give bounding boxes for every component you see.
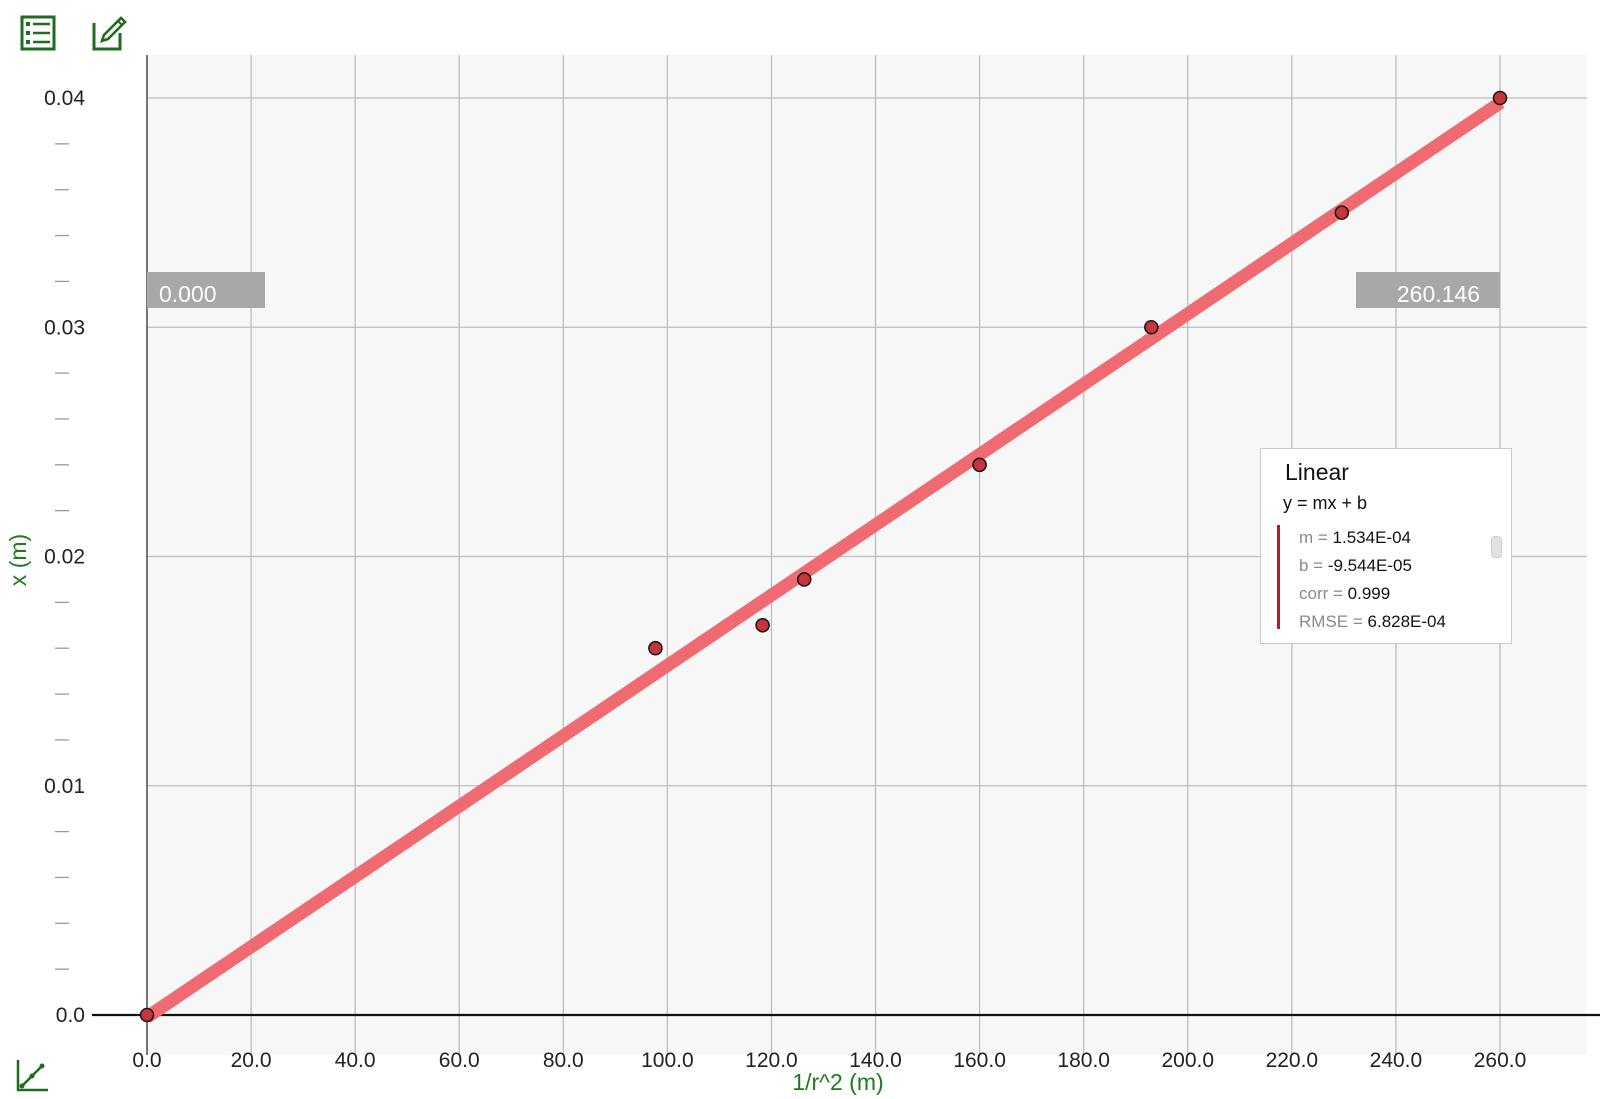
x-axis-label[interactable]: 1/r^2 (m): [792, 1069, 883, 1095]
pencil-edit-icon[interactable]: [88, 13, 128, 53]
x-tick-label: 160.0: [953, 1049, 1006, 1072]
tick-labels: 0.0 20.0 40.0 60.0 80.0 100.0 120.0 140.0 160.0 1…: [44, 87, 1526, 1072]
y-tick-label: 0.04: [44, 87, 85, 110]
x-tick-label: 100.0: [641, 1049, 694, 1072]
y-tick-label: 0.01: [44, 775, 85, 798]
fit-param-rmse: RMSE = 6.828E-04: [1299, 612, 1446, 631]
fit-legend-equation: y = mx + b: [1283, 493, 1368, 513]
axes: [55, 55, 1600, 1055]
fit-legend-color-bar: [1277, 525, 1280, 629]
x-tick-label: 240.0: [1370, 1049, 1423, 1072]
x-tick-label: 220.0: [1266, 1049, 1319, 1072]
fit-legend-box[interactable]: Linear y = mx + b m = 1.534E-04 b = -9.5…: [1260, 448, 1512, 644]
y-tick-label: 0.0: [56, 1004, 85, 1027]
y-tick-label: 0.02: [44, 546, 85, 569]
fit-legend-title: Linear: [1285, 459, 1349, 485]
y-tick-label: 0.03: [44, 316, 85, 339]
table-list-icon[interactable]: [18, 13, 58, 53]
right-cursor-readout[interactable]: 260.146: [1356, 272, 1500, 308]
x-tick-label: 200.0: [1161, 1049, 1214, 1072]
x-tick-label: 20.0: [231, 1049, 272, 1072]
data-point[interactable]: [1334, 205, 1350, 220]
fit-param-corr: corr = 0.999: [1299, 584, 1391, 603]
x-tick-label: 120.0: [745, 1049, 798, 1072]
data-point[interactable]: [648, 640, 663, 656]
data-point[interactable]: [1492, 90, 1508, 106]
data-points: [139, 90, 1508, 1023]
data-point[interactable]: [796, 572, 812, 587]
x-tick-label: 260.0: [1474, 1049, 1527, 1072]
left-cursor-readout[interactable]: 0.000: [147, 272, 265, 308]
data-point[interactable]: [972, 457, 987, 473]
data-point[interactable]: [755, 617, 770, 633]
x-tick-label: 40.0: [335, 1049, 376, 1072]
data-point[interactable]: [1144, 319, 1159, 335]
fit-param-m: m = 1.534E-04: [1299, 528, 1411, 547]
legend-scrollbar[interactable]: [1491, 536, 1502, 558]
fit-line-group: [143, 96, 1505, 1023]
x-tick-label: 60.0: [439, 1049, 480, 1072]
x-tick-label: 80.0: [543, 1049, 584, 1072]
graph-tools-icon[interactable]: [14, 1058, 50, 1094]
fit-param-b: b = -9.544E-05: [1299, 556, 1412, 575]
linear-fit-line[interactable]: [143, 96, 1505, 1023]
x-tick-label: 140.0: [849, 1049, 902, 1072]
data-point[interactable]: [139, 1007, 155, 1023]
x-tick-label: 0.0: [132, 1049, 161, 1072]
y-axis-label[interactable]: x (m): [5, 534, 31, 586]
x-tick-label: 180.0: [1057, 1049, 1110, 1072]
